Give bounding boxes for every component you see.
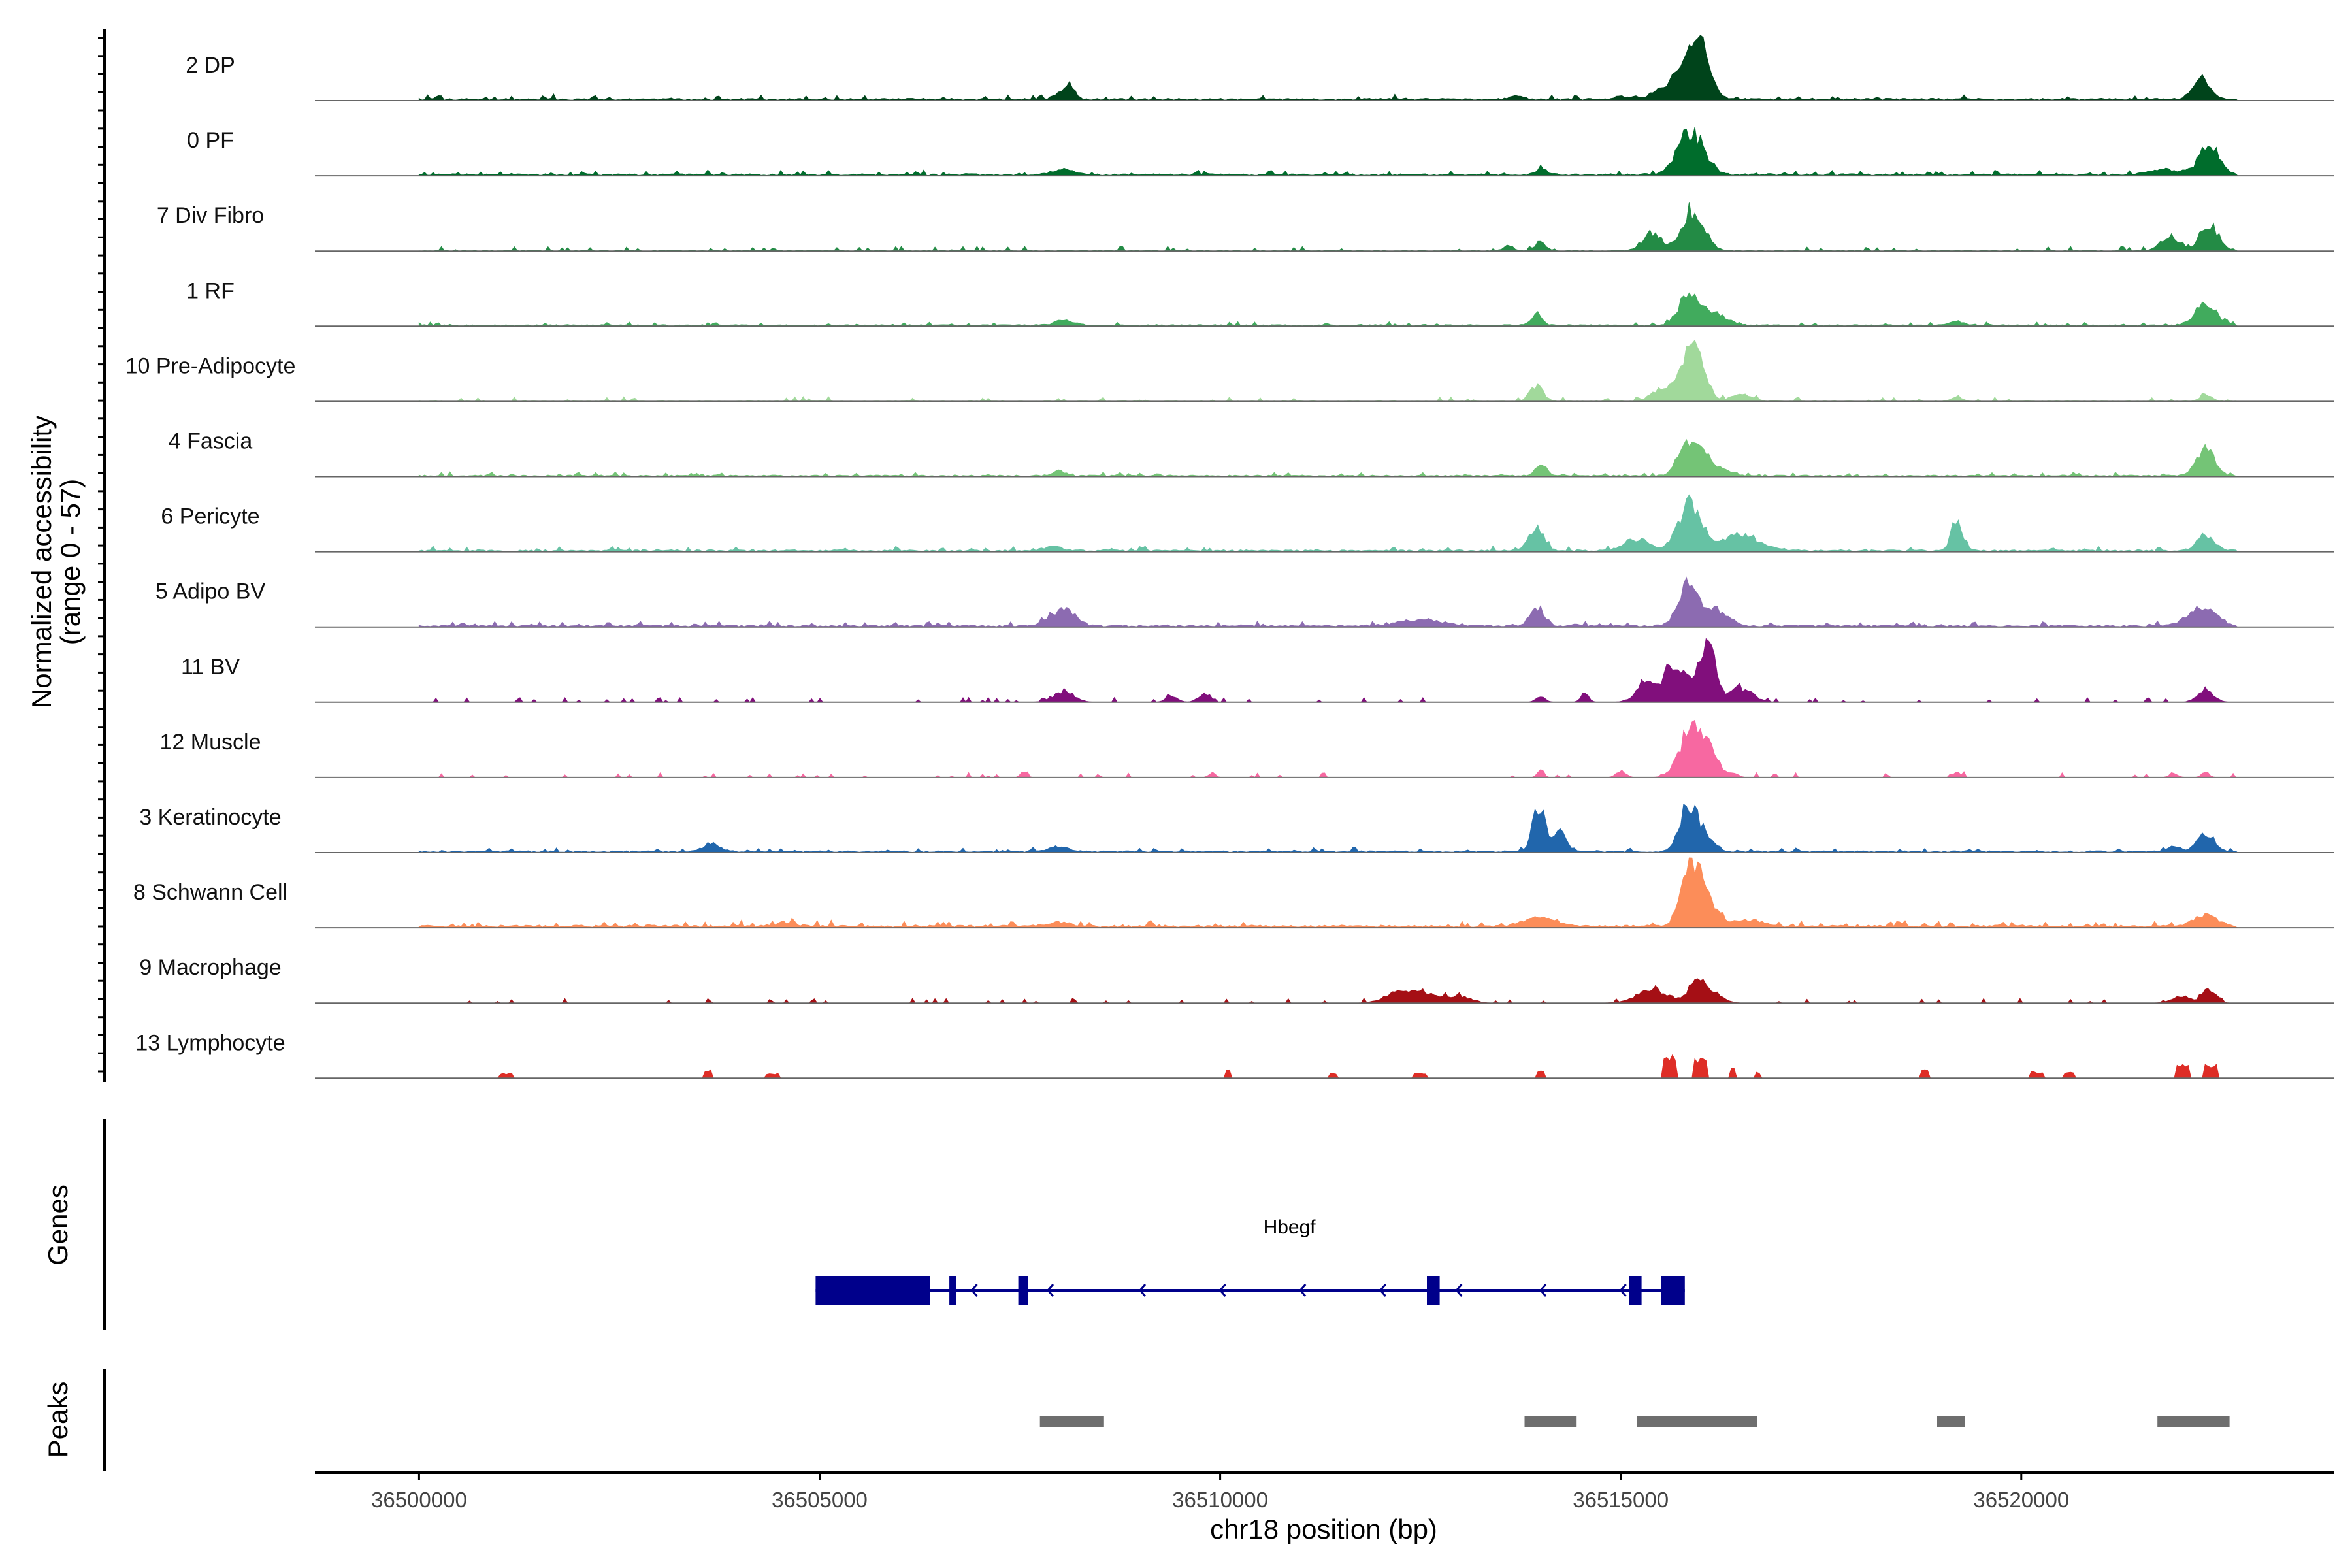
gene-track-label: Genes (42, 1184, 73, 1266)
coverage-area (418, 292, 2239, 327)
track-label: 1 RF (186, 278, 235, 303)
gene-name: Hbegf (1264, 1217, 1316, 1238)
coverage-track: 9 Macrophage (139, 955, 2334, 1004)
track-label: 4 Fascia (169, 429, 253, 454)
coverage-area (418, 35, 2239, 101)
x-axis-ticks: 36500000 36505000 36510000 36515000 36520000 (371, 1473, 2069, 1512)
peak-regions (1039, 1416, 2230, 1427)
track-label: 11 BV (181, 655, 240, 679)
coverage-axis-label: Normalized accessibility (26, 416, 57, 708)
coverage-track: 0 PF (187, 127, 2334, 177)
coverage-track: 2 DP (186, 35, 2334, 101)
coverage-track: 8 Schwann Cell (133, 857, 2334, 929)
track-label: 9 Macrophage (139, 955, 281, 980)
track-label: 0 PF (187, 128, 234, 153)
peak-region (1039, 1416, 1104, 1427)
x-tick-label: 36520000 (1973, 1488, 2069, 1512)
coverage-area (418, 127, 2239, 176)
coverage-track: 13 Lymphocyte (135, 1030, 2334, 1079)
track-label: 5 Adipo BV (155, 580, 266, 604)
coverage-track: 1 RF (186, 278, 2334, 327)
coverage-area (418, 494, 2239, 553)
x-tick-label: 36500000 (371, 1488, 467, 1512)
coverage-area (418, 339, 2238, 402)
strand-chevron (970, 1284, 978, 1297)
coverage-area (418, 438, 2238, 477)
coverage-area (418, 576, 2239, 628)
coverage-area (418, 857, 2238, 928)
x-tick-label: 36515000 (1573, 1488, 1669, 1512)
strand-chevron (1138, 1284, 1147, 1297)
track-label: 3 Keratinocyte (139, 805, 281, 830)
coverage-track: 3 Keratinocyte (139, 804, 2334, 853)
gene-exon (1629, 1276, 1642, 1305)
x-axis-title: chr18 position (bp) (1210, 1514, 1437, 1544)
strand-chevron (1218, 1284, 1226, 1297)
track-label: 8 Schwann Cell (133, 880, 287, 905)
coverage-area (419, 1054, 2238, 1079)
track-label: 10 Pre-Adipocyte (125, 353, 296, 378)
peak-region (1937, 1416, 1965, 1427)
coverage-track: 7 Div Fibro (157, 202, 2334, 252)
coverage-tracks: 2 DP 0 PF 7 Div Fibro 1 RF 10 Pre-Adipocyte 4… (125, 35, 2334, 1079)
coverage-track: 12 Muscle (160, 719, 2334, 778)
coverage-track: 5 Adipo BV (155, 576, 2334, 628)
coverage-track: 6 Pericyte (161, 494, 2334, 553)
coverage-range-label: (range 0 - 57) (55, 479, 86, 645)
coverage-area (419, 638, 2238, 703)
strand-chevron (1299, 1284, 1307, 1297)
gene-exon (815, 1276, 930, 1305)
coverage-area (419, 978, 2238, 1004)
gene-exon (1427, 1276, 1440, 1305)
peak-region (1637, 1416, 1757, 1427)
track-label: 13 Lymphocyte (135, 1030, 285, 1055)
track-label: 7 Div Fibro (157, 203, 264, 228)
x-tick-label: 36505000 (772, 1488, 868, 1512)
gene-annotations: Hbegf (815, 1217, 1685, 1305)
peak-region (1524, 1416, 1577, 1427)
coverage-y-axis (98, 29, 106, 1082)
coverage-area (419, 719, 2238, 778)
peak-region (2157, 1416, 2230, 1427)
gene-exon (1661, 1276, 1685, 1305)
coverage-track: 4 Fascia (169, 429, 2334, 478)
strand-chevron (1539, 1284, 1547, 1297)
coverage-track: 11 BV (181, 638, 2334, 703)
peak-track-label: Peaks (42, 1382, 73, 1458)
strand-chevron (1455, 1284, 1463, 1297)
gene: Hbegf (815, 1217, 1685, 1305)
x-tick-label: 36510000 (1172, 1488, 1268, 1512)
track-label: 12 Muscle (160, 730, 261, 755)
coverage-area (418, 804, 2239, 853)
strand-chevron (1379, 1284, 1386, 1297)
strand-chevron (1046, 1284, 1054, 1297)
gene-exon (949, 1276, 956, 1305)
coverage-track: 10 Pre-Adipocyte (125, 339, 2334, 402)
gene-exon (1018, 1276, 1028, 1305)
strand-chevron (1619, 1284, 1627, 1297)
track-label: 2 DP (186, 53, 235, 78)
track-label: 6 Pericyte (161, 504, 259, 529)
coverage-area (418, 202, 2238, 252)
